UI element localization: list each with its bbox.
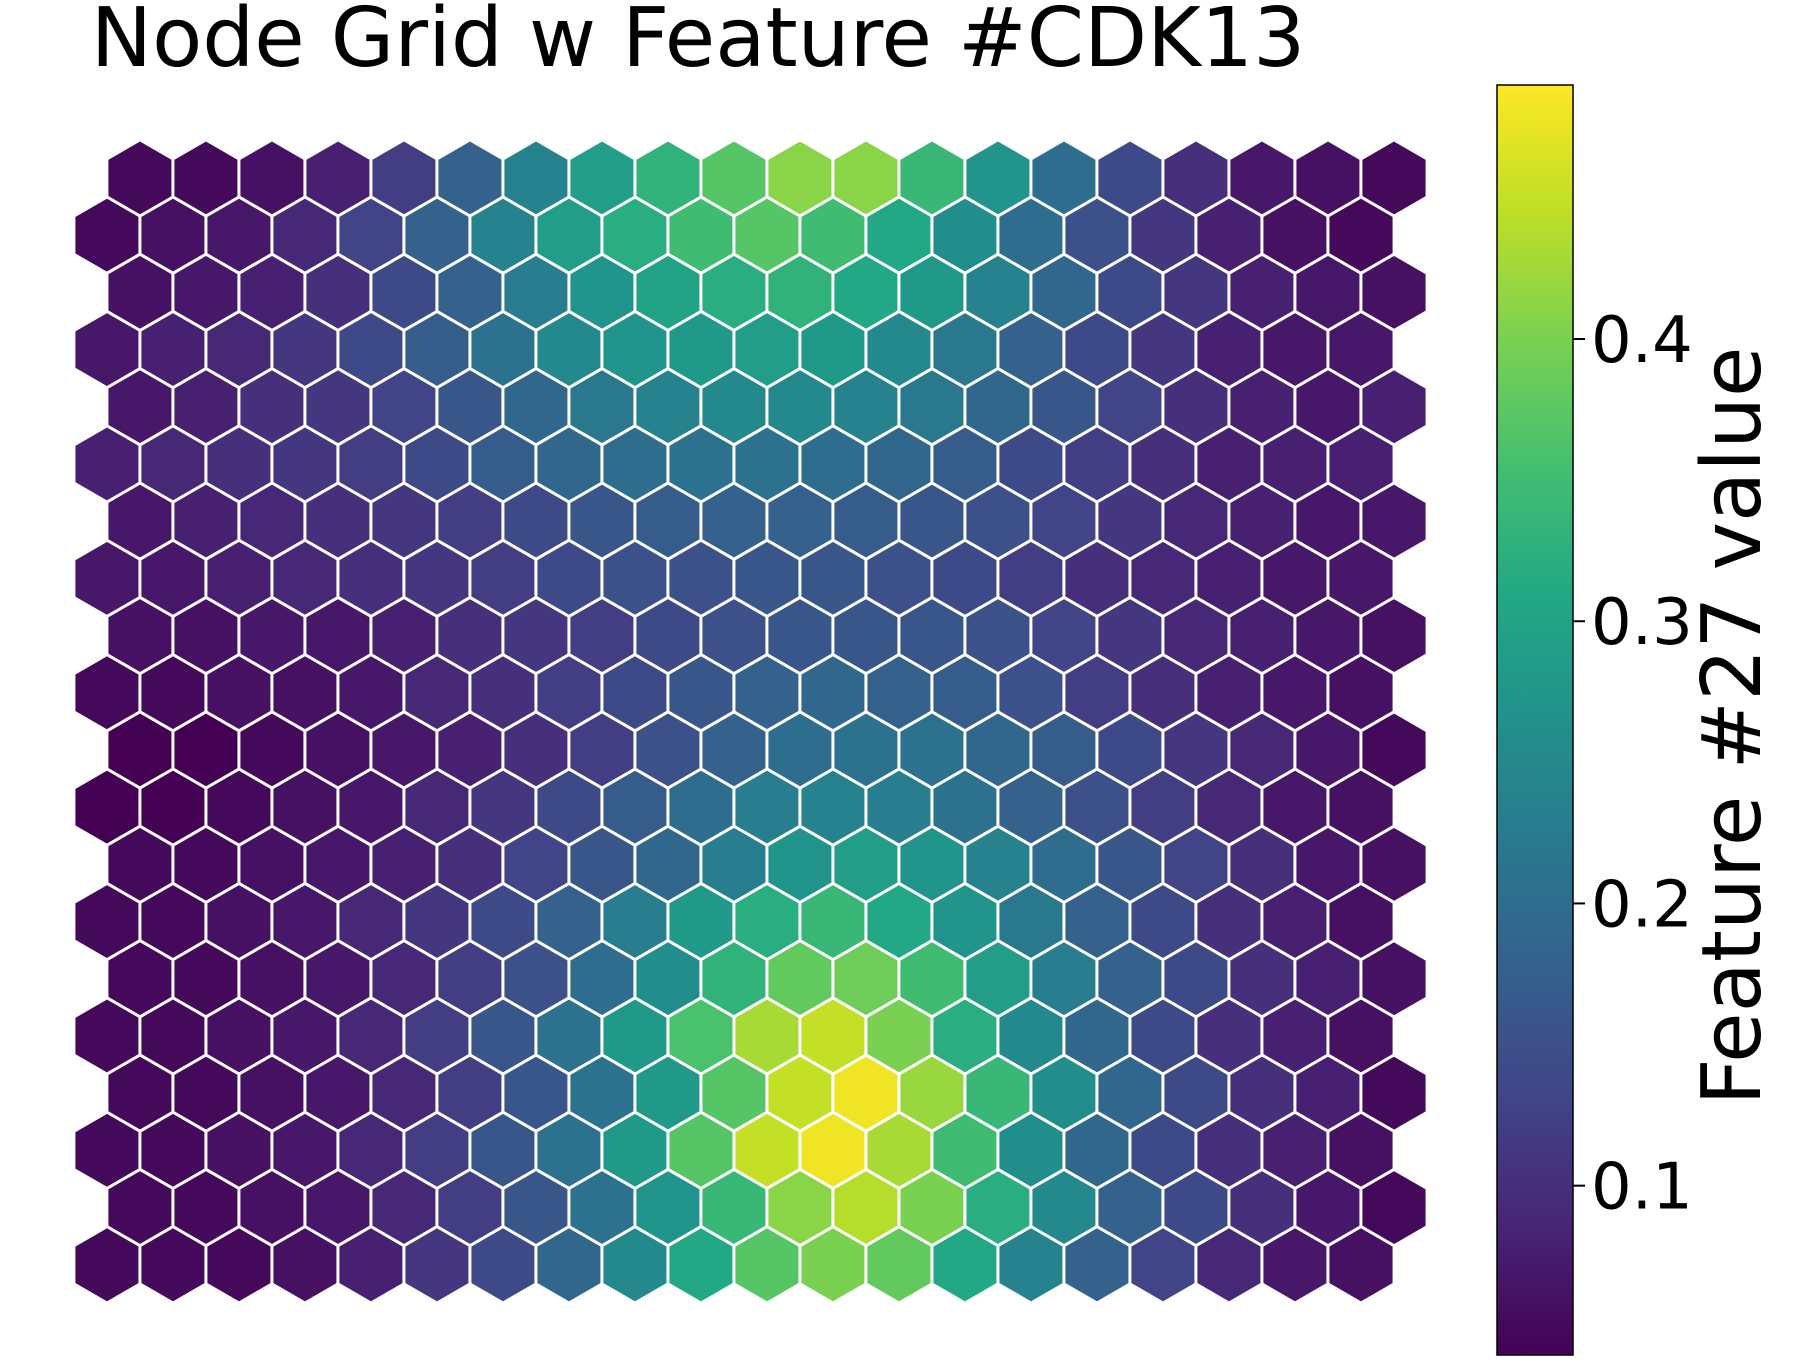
hex-node [1326,1224,1396,1305]
chart-title: Node Grid w Feature #CDK13 [91,0,1306,86]
colorbar-ticks: 0.1 0.2 0.3 0.4 [1573,304,1693,1225]
colorbar [1496,84,1574,1356]
hex-grid [72,138,1429,1305]
colorbar-tick-label: 0.2 [1591,868,1693,942]
colorbar-label: Feature #27 value [1685,346,1780,1105]
colorbar-tick-label: 0.1 [1591,1151,1693,1225]
colorbar-tick-label: 0.3 [1591,586,1693,660]
colorbar-tick-label: 0.4 [1591,304,1693,378]
